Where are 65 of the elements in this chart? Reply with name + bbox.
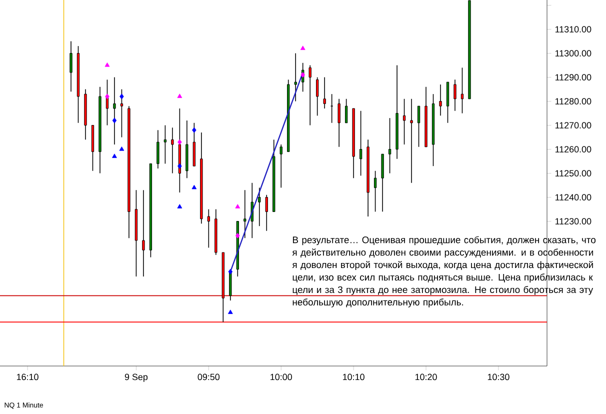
y-tick-label: 11290.00 [555, 74, 592, 80]
candlestick [156, 130, 160, 169]
y-tick-label: 11270.00 [555, 122, 592, 128]
point [228, 310, 233, 314]
point [177, 94, 182, 98]
candlestick [417, 106, 420, 148]
candlestick [439, 84, 442, 116]
candlestick [388, 118, 392, 174]
candlestick [410, 98, 413, 184]
candlestick [113, 76, 116, 145]
point [178, 139, 182, 145]
y-tick-label: 11310.00 [555, 26, 592, 32]
point [112, 118, 117, 124]
x-tick-label: 10:10 [343, 374, 364, 380]
candlestick [294, 52, 297, 102]
x-tick-label: 09:50 [198, 374, 220, 380]
candlestick [446, 82, 450, 124]
candlestick [258, 187, 261, 226]
y-tick-label: 11260.00 [555, 146, 592, 152]
candlestick [338, 98, 340, 148]
x-tick-label: 10:00 [270, 374, 292, 380]
candlestick [192, 122, 196, 166]
candlestick [164, 124, 167, 164]
point [178, 163, 182, 169]
point [192, 127, 196, 133]
y-tick-label: 11240.00 [555, 194, 592, 200]
candlestick [316, 76, 319, 116]
candlestick [265, 194, 268, 232]
candlestick [381, 154, 384, 212]
point [300, 46, 306, 50]
x-tick-label: 10:30 [488, 374, 510, 380]
x-tick-label: 16:10 [17, 374, 38, 380]
point [112, 154, 117, 158]
candlestick [344, 98, 348, 124]
point [228, 268, 233, 274]
y-tick-label: 11250.00 [555, 170, 592, 176]
candlestick [359, 110, 362, 176]
point [119, 146, 124, 151]
candlestick [323, 76, 326, 109]
candlestick [142, 190, 145, 277]
point [235, 204, 240, 208]
candlestick [244, 190, 246, 238]
candlestick [280, 144, 282, 188]
point [104, 62, 110, 67]
point [177, 204, 182, 208]
candlestick [454, 79, 456, 112]
candlestick [207, 208, 210, 248]
x-tick-label: 9 Sep [124, 374, 148, 382]
point [192, 184, 197, 190]
candlestick [250, 182, 254, 238]
candlestick [120, 88, 124, 138]
candlestick [374, 170, 377, 212]
point [235, 232, 240, 238]
y-tick-label: 11300.00 [555, 50, 592, 56]
y-tick-label: 11280.00 [555, 98, 592, 104]
candlestick [308, 64, 312, 126]
point [300, 72, 305, 78]
x-tick-label: 10:20 [415, 374, 437, 380]
point [105, 94, 110, 100]
annotation: В результате… Оценивая прошедшие события, должен сказать, что я действительно доволен своими рассуждениями. и в особенности я доволен второй точкой выхода, когда цена достигла фактической цели, изо всех сил пытаясь подняться выше. Цена приблизилась к цели и за 3 пункта до нее затормозила. Не стоило бороться за эту небольшую дополнительную прибыль. [292, 236, 596, 308]
point [120, 94, 124, 100]
candlestick [402, 98, 406, 145]
candlestick [70, 40, 72, 92]
y-tick-label: 11230.00 [555, 218, 592, 224]
candlestick [171, 127, 174, 174]
